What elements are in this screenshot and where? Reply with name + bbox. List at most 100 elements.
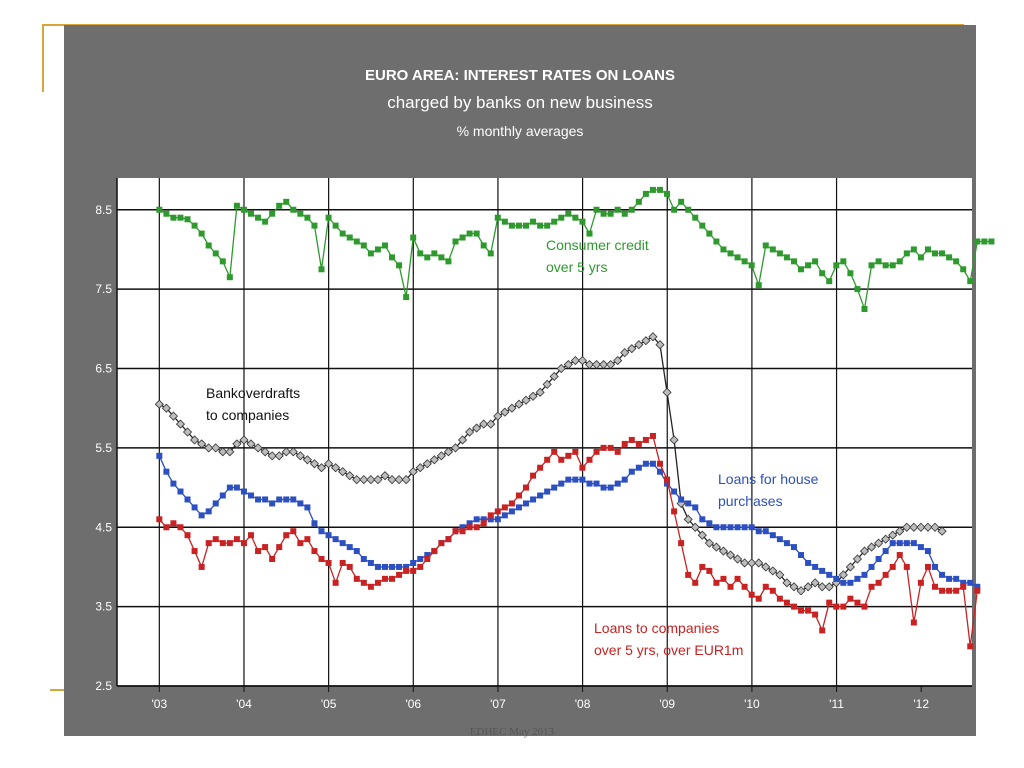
data-point [755, 528, 762, 535]
data-point [154, 399, 164, 409]
data-point [635, 440, 642, 447]
data-point [360, 579, 367, 586]
data-point [600, 484, 607, 491]
data-point [530, 472, 537, 479]
data-point [600, 210, 607, 217]
data-point [184, 532, 191, 539]
data-point [184, 216, 191, 223]
series-1 [154, 332, 947, 596]
data-point [896, 552, 903, 559]
data-point [572, 448, 579, 455]
data-point [861, 571, 868, 578]
data-point [325, 559, 332, 566]
data-point [465, 427, 475, 437]
data-point [233, 484, 240, 491]
series-0 [156, 186, 995, 312]
data-point [352, 475, 362, 485]
data-point [910, 619, 917, 626]
data-point [515, 222, 522, 229]
data-point [360, 556, 367, 562]
data-point [253, 443, 263, 453]
data-point [875, 258, 882, 265]
data-point [888, 530, 898, 540]
data-point [156, 206, 163, 213]
data-point [309, 459, 320, 469]
data-point [283, 532, 290, 539]
data-point [628, 468, 635, 475]
data-point [896, 540, 903, 547]
data-point [163, 524, 170, 531]
y-tick-label: 6.5 [95, 362, 112, 376]
data-point [360, 242, 367, 249]
data-point [635, 464, 642, 471]
data-point [960, 266, 967, 273]
data-point [713, 524, 720, 531]
data-point [345, 471, 355, 481]
data-point [706, 230, 713, 237]
data-point [812, 563, 819, 570]
data-point [339, 230, 346, 237]
data-point [225, 447, 235, 457]
data-point [473, 524, 480, 531]
data-point [410, 234, 417, 241]
data-point [459, 528, 466, 535]
data-point [177, 214, 184, 221]
data-point [544, 488, 551, 495]
data-point [262, 218, 269, 225]
data-point [734, 575, 741, 582]
data-point [325, 532, 332, 539]
data-point [579, 476, 586, 483]
data-point [544, 222, 551, 229]
data-point [755, 595, 762, 602]
data-point [762, 528, 769, 535]
data-point [833, 262, 840, 269]
data-point [473, 516, 480, 523]
data-point [410, 567, 417, 574]
data-point [232, 439, 242, 449]
data-point [408, 467, 418, 477]
data-point [276, 496, 283, 503]
data-point [226, 484, 233, 491]
data-point [953, 258, 960, 265]
data-point [168, 411, 178, 421]
data-point [198, 512, 205, 519]
data-point [718, 546, 729, 556]
data-point [613, 355, 623, 366]
data-point [826, 571, 833, 578]
data-point [805, 262, 812, 269]
data-point [967, 278, 974, 285]
data-point [642, 190, 649, 197]
data-point [664, 480, 671, 487]
data-point [198, 230, 205, 237]
data-point [649, 186, 656, 193]
data-point [396, 571, 403, 578]
data-point [170, 520, 177, 527]
data-point [311, 548, 318, 555]
series-label: over 5 yrs, over EUR1m [594, 642, 743, 658]
data-point [783, 599, 790, 606]
data-point [909, 522, 919, 532]
data-point [692, 579, 699, 586]
data-point [239, 435, 249, 445]
data-point [762, 242, 769, 249]
data-point [374, 246, 381, 253]
data-point [988, 238, 995, 245]
data-point [798, 266, 805, 273]
data-point [859, 546, 870, 556]
data-point [783, 254, 790, 261]
data-point [939, 250, 946, 257]
data-point [570, 355, 580, 366]
data-point [535, 387, 545, 397]
data-point [563, 359, 573, 370]
data-point [438, 540, 445, 547]
data-point [923, 522, 933, 532]
data-point [678, 540, 685, 547]
data-point [387, 475, 397, 485]
data-point [156, 452, 163, 459]
data-point [678, 496, 685, 503]
data-point [974, 238, 981, 245]
data-point [600, 444, 607, 451]
data-point [734, 254, 741, 261]
data-point [487, 250, 494, 257]
data-point [704, 538, 714, 548]
